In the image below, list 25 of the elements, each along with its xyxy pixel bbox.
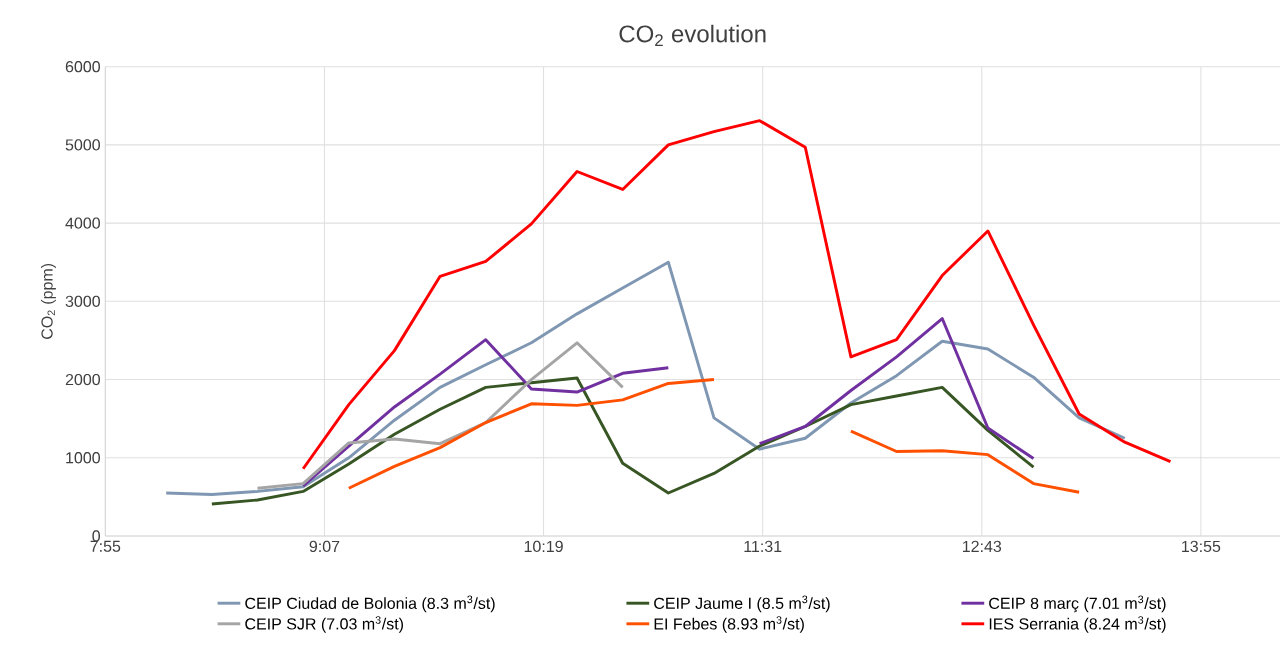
line-series — [301, 119, 1172, 471]
legend-label: CEIP 8 març (7.01 m$^{3}$/st) — [989, 595, 1166, 613]
y-tick-label: 1000 — [66, 452, 100, 464]
legend-label: CEIP SJR (7.03 m$^{3}$/st) — [245, 616, 404, 633]
x-tick-label: 10:19 — [524, 540, 563, 553]
x-tick-label: 11:31 — [744, 540, 782, 553]
x-tick-label: 12:43 — [962, 540, 1002, 553]
y-axis-title: CO$_{2}$ (ppm) — [40, 263, 56, 339]
line-series — [256, 341, 625, 490]
x-tick-label: 7:55 — [90, 540, 121, 552]
legend-label: CEIP Jaume I (8.5 m$^{3}$/st) — [654, 595, 830, 613]
line-series — [210, 376, 1035, 506]
x-tick-label: 13:55 — [1182, 540, 1221, 553]
y-tick-label: 3000 — [65, 295, 100, 307]
y-tick-label: 6000 — [65, 61, 100, 73]
line-series — [164, 260, 1127, 497]
legend-label: CEIP Ciudad de Bolonia (8.3 m$^{3}$/st) — [245, 595, 495, 613]
chart-title: CO$_{2}$ evolution — [619, 24, 766, 46]
x-tick-label: 9:07 — [309, 540, 340, 553]
y-tick-label: 0 — [92, 530, 101, 542]
y-tick-label: 5000 — [65, 139, 100, 151]
y-tick-label: 4000 — [65, 217, 100, 229]
legend-label: EI Febes (8.93 m$^{3}$/st) — [654, 616, 804, 633]
legend-label: IES Serrania (8.24 m$^{3}$/st) — [989, 616, 1166, 633]
y-tick-label: 2000 — [65, 373, 100, 386]
